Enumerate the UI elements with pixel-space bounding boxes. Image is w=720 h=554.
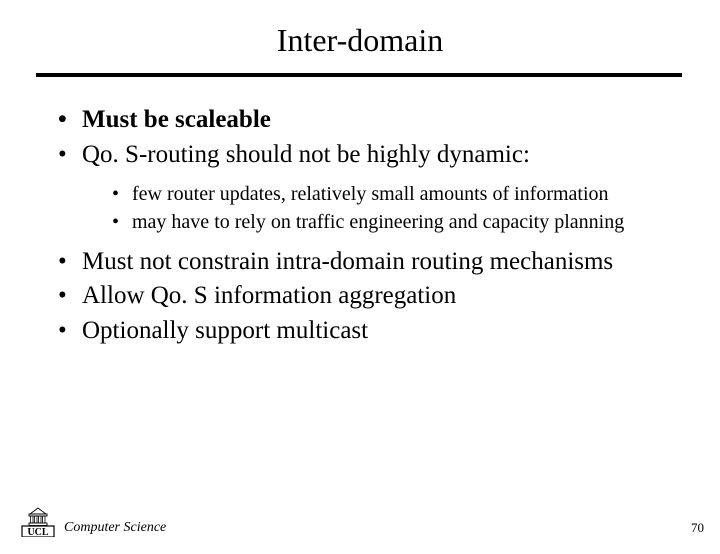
bullet-list: Must be scaleable Qo. S-routing should n…	[54, 105, 666, 346]
svg-text:UCL: UCL	[27, 527, 48, 537]
bullet-text: Qo. S-routing should not be highly dynam…	[82, 141, 530, 168]
slide-footer: UCL Computer Science 70	[0, 510, 720, 542]
ucl-logo: UCL	[18, 507, 58, 542]
bullet-l1: Optionally support multicast	[54, 316, 666, 347]
slide-title: Inter-domain	[0, 0, 720, 73]
page-number: 70	[691, 520, 704, 536]
slide: Inter-domain Must be scaleable Qo. S-rou…	[0, 0, 720, 554]
bullet-l1: Must be scaleable	[54, 105, 666, 136]
bullet-l2: few router updates, relatively small amo…	[110, 182, 666, 206]
bullet-l1: Must not constrain intra-domain routing …	[54, 247, 666, 278]
slide-content: Must be scaleable Qo. S-routing should n…	[0, 77, 720, 346]
bullet-l1: Qo. S-routing should not be highly dynam…	[54, 140, 666, 235]
bullet-l2: may have to rely on traffic engineering …	[110, 210, 666, 234]
bullet-sublist: few router updates, relatively small amo…	[82, 182, 666, 235]
footer-dept: Computer Science	[64, 520, 166, 536]
bullet-l1: Allow Qo. S information aggregation	[54, 281, 666, 312]
